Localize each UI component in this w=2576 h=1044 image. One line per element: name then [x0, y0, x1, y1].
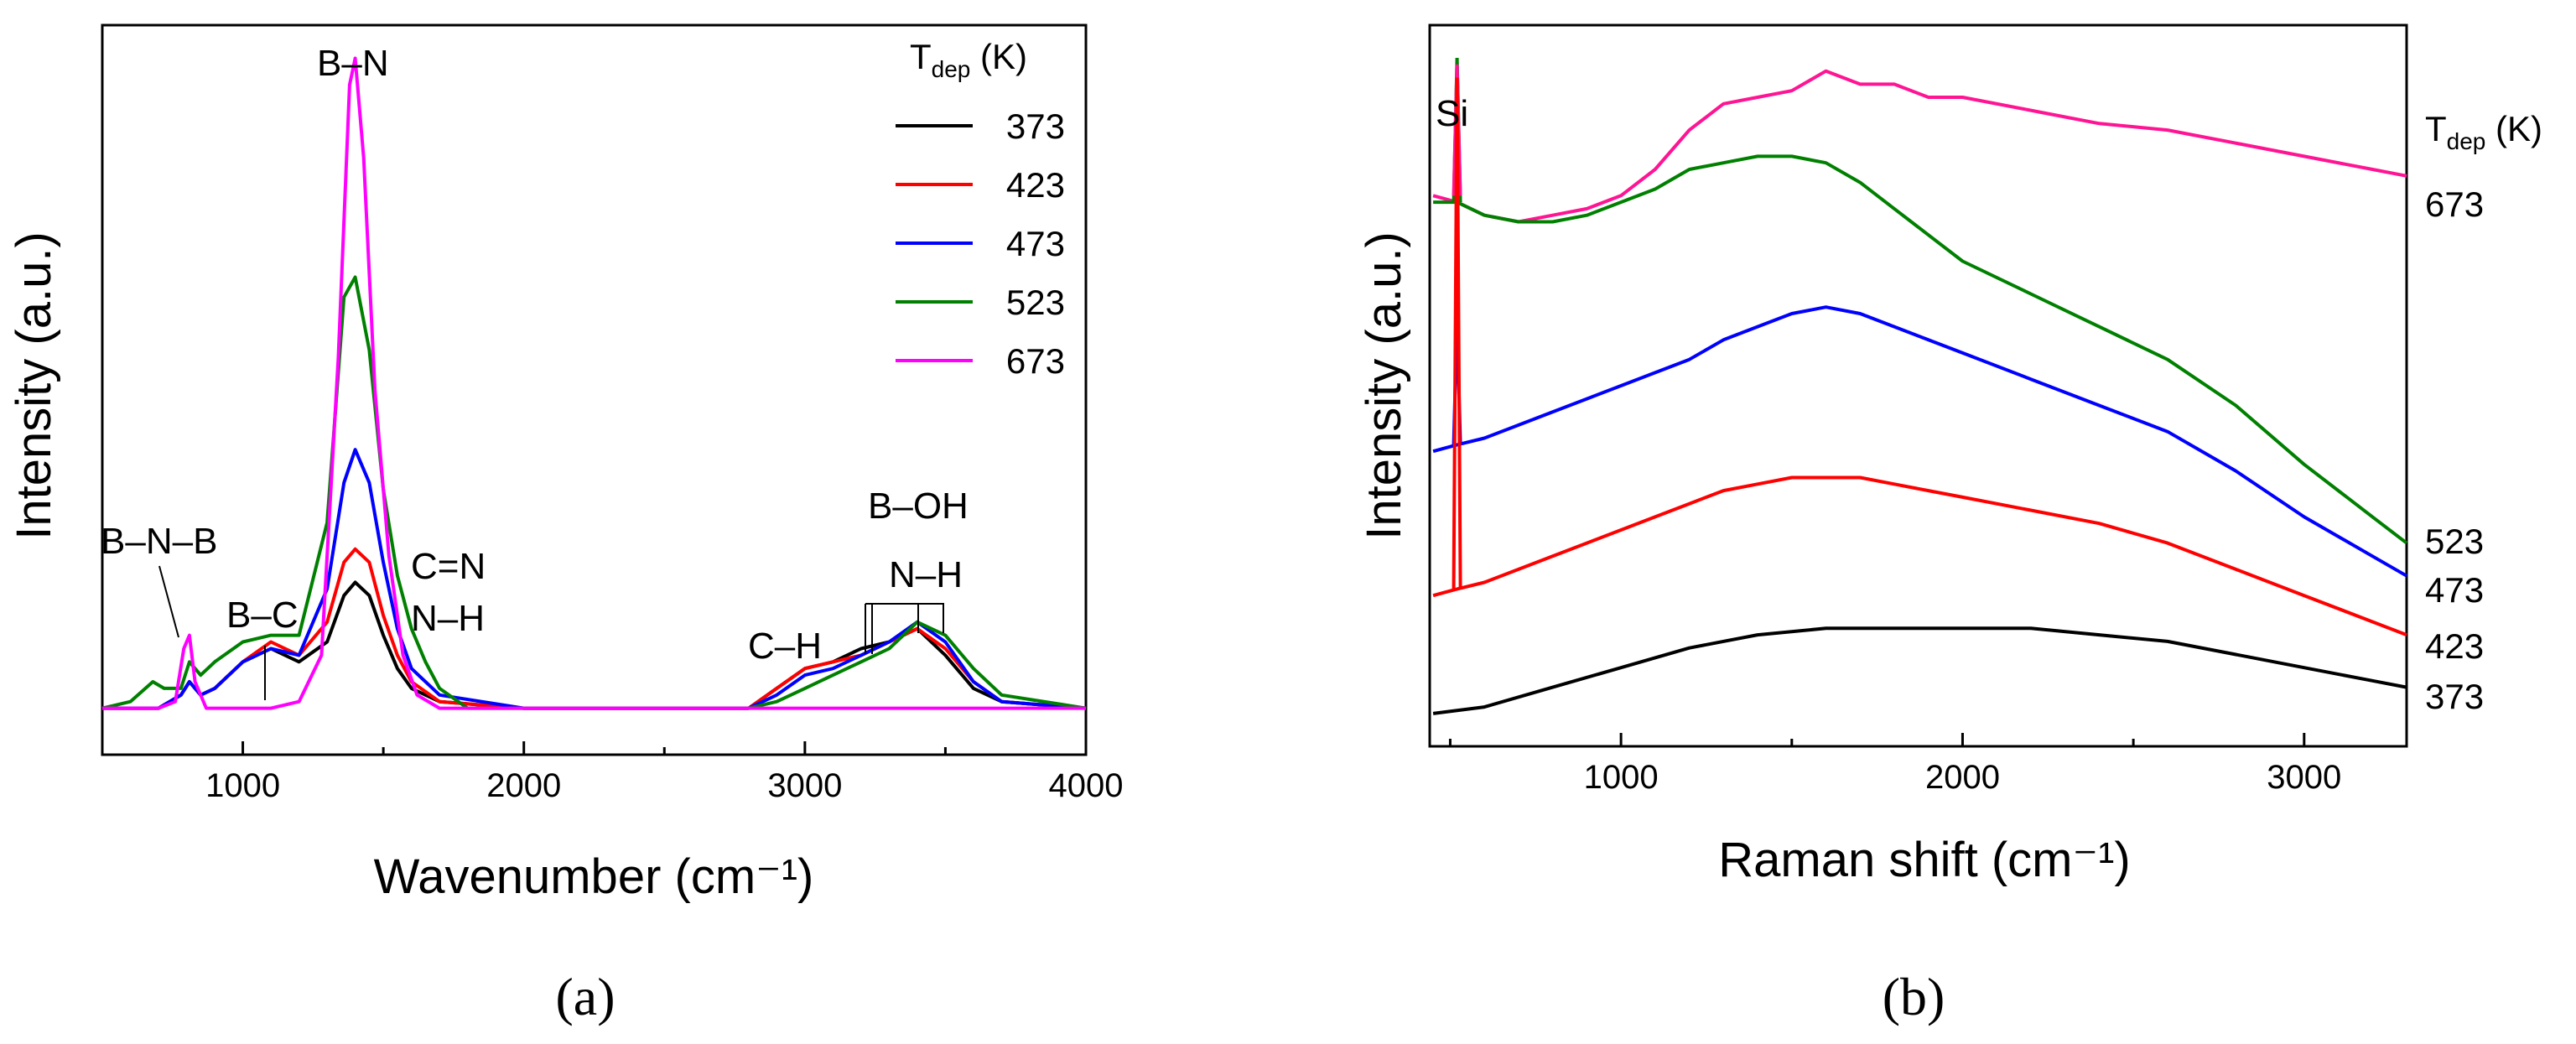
- panel-b-y-axis-title: Intensity (a.u.): [1357, 231, 1411, 539]
- panel-a-legend-label-473: 473: [1006, 224, 1065, 263]
- panel-a-legend-label-523: 523: [1006, 283, 1065, 322]
- panel-b-tick-label-2000: 2000: [1925, 759, 2000, 796]
- annotation-c-n: C=N: [411, 546, 486, 587]
- panel-b-series-label-473: 473: [2425, 570, 2484, 610]
- panel-b-x-ticks: 1000 2000 3000: [1448, 733, 2341, 796]
- panel-a-tick-label-3000: 3000: [767, 767, 842, 804]
- panel-b-series-label-373: 373: [2425, 677, 2484, 716]
- panel-b-tick-label-1000: 1000: [1584, 759, 1659, 796]
- panel-a-x-ticks: 1000 2000 3000 4000: [101, 741, 1124, 804]
- annotation-b-n-b: B–N–B: [101, 521, 217, 562]
- panel-b-label: (b): [1883, 967, 1945, 1026]
- panel-b-legend: Tdep (K) 673 523 473 423 373: [2425, 109, 2542, 716]
- panel-b-series-373: [1432, 626, 2407, 715]
- panel-a-legend: Tdep (K) 373 423 473 523 673: [896, 37, 1065, 381]
- annotation-b-oh: B–OH: [868, 486, 969, 527]
- panel-a-x-axis-title: Wavenumber (cm⁻¹): [374, 849, 814, 904]
- panel-b-x-axis-title: Raman shift (cm⁻¹): [1718, 833, 2130, 887]
- panel-b-series-label-673: 673: [2425, 184, 2484, 224]
- annotation-b-n: B–N: [317, 43, 389, 84]
- annotation-b-n-b-leader: [158, 565, 179, 638]
- panel-a-label: (a): [555, 967, 615, 1026]
- panel-b-series-523: [1433, 154, 2408, 545]
- panel-a-series-473: [102, 448, 1087, 710]
- panel-b-series-label-523: 523: [2425, 522, 2484, 561]
- panel-b-series-423: [1432, 475, 2407, 636]
- annotation-c-h: C–H: [748, 626, 822, 667]
- panel-b-series-label-423: 423: [2425, 626, 2484, 666]
- panel-b-frame: [1428, 23, 2408, 748]
- panel-b-series-673: [1432, 69, 2407, 224]
- panel-a-legend-label-423: 423: [1006, 165, 1065, 205]
- panel-b-tick-label-3000: 3000: [2267, 759, 2341, 796]
- panel-a-frame: [101, 23, 1088, 756]
- annotation-n-h-1: N–H: [411, 598, 485, 639]
- panel-a-tick-label-1000: 1000: [205, 767, 280, 804]
- panel-a-legend-label-673: 673: [1006, 341, 1065, 381]
- panel-a: 1000 2000 3000 4000 B–N B–N–BB–C C=N N–H C–H B–O…: [7, 23, 1124, 1026]
- panel-a-y-axis-title: Intensity (a.u.): [7, 231, 61, 539]
- panel-b-annotations: Si: [1436, 93, 1468, 134]
- panel-a-series-673: [102, 56, 1086, 710]
- panel-a-series: [101, 56, 1087, 710]
- panel-a-legend-label-373: 373: [1006, 106, 1065, 146]
- annotation-bracket: [865, 603, 944, 654]
- panel-a-legend-title: Tdep (K): [910, 37, 1027, 82]
- annotation-n-h-2: N–H: [889, 554, 963, 595]
- si-peak-3: [1452, 77, 1462, 590]
- panel-a-annotations: B–N B–N–BB–C C=N N–H C–H B–OH N–H: [101, 43, 969, 700]
- si-peak-1: [1452, 64, 1462, 196]
- panel-b-series: [1432, 58, 2408, 715]
- panel-b-legend-title: Tdep (K): [2425, 109, 2542, 154]
- annotation-b-c: B–C: [226, 595, 299, 636]
- panel-b-series-473: [1432, 305, 2407, 578]
- panel-a-tick-label-4000: 4000: [1049, 767, 1124, 804]
- panel-a-tick-label-2000: 2000: [486, 767, 561, 804]
- annotation-si: Si: [1436, 93, 1468, 134]
- panel-b: 1000 2000 3000 Si Tdep (K)673523473423373 …: [1357, 23, 2542, 1026]
